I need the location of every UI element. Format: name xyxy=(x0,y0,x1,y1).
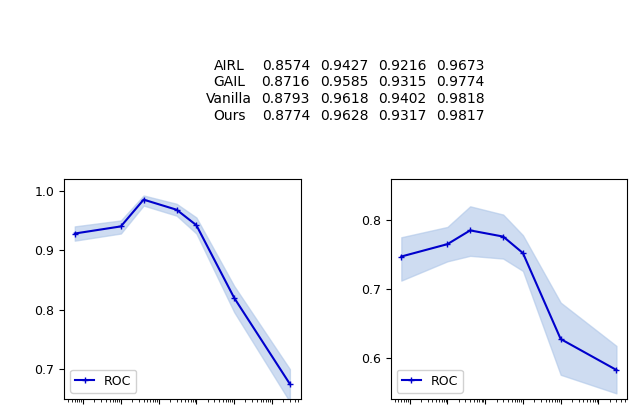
ROC xyxy=(499,234,507,239)
ROC xyxy=(397,254,405,259)
ROC xyxy=(444,242,451,247)
ROC xyxy=(117,224,125,229)
ROC xyxy=(230,295,238,300)
Line: ROC: ROC xyxy=(398,227,620,374)
Legend: ROC: ROC xyxy=(70,370,136,393)
ROC xyxy=(286,381,294,386)
ROC xyxy=(193,223,200,228)
ROC xyxy=(467,228,474,233)
ROC xyxy=(557,337,564,341)
ROC xyxy=(612,368,620,372)
ROC xyxy=(519,251,527,256)
ROC xyxy=(173,207,180,212)
Legend: ROC: ROC xyxy=(397,370,463,393)
ROC xyxy=(71,231,79,236)
Line: ROC: ROC xyxy=(71,196,293,387)
ROC xyxy=(140,197,147,202)
